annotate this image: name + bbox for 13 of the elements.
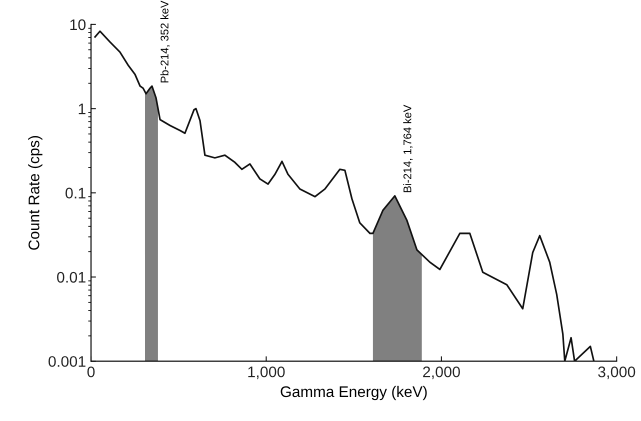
y-tick-label: 0.001 [48, 356, 86, 367]
annotation: Bi-214, 1,764 keV [403, 104, 413, 192]
y-tick-label: 1 [78, 104, 86, 114]
y-axis-title: Count Rate (cps) [28, 136, 42, 250]
x-tick-label: 1,000 [248, 366, 285, 380]
annotation: Pb-214, 352 keV [160, 0, 170, 82]
x-tick-label: 2,000 [423, 366, 460, 380]
x-tick-label: 3,000 [598, 366, 636, 380]
y-tick-label: 0.01 [57, 272, 86, 283]
x-tick-label: 0 [87, 366, 95, 378]
x-axis-title: Gamma Energy (keV) [280, 386, 427, 400]
y-tick-label: 0.1 [66, 188, 86, 199]
y-tick-label: 10 [70, 19, 86, 30]
